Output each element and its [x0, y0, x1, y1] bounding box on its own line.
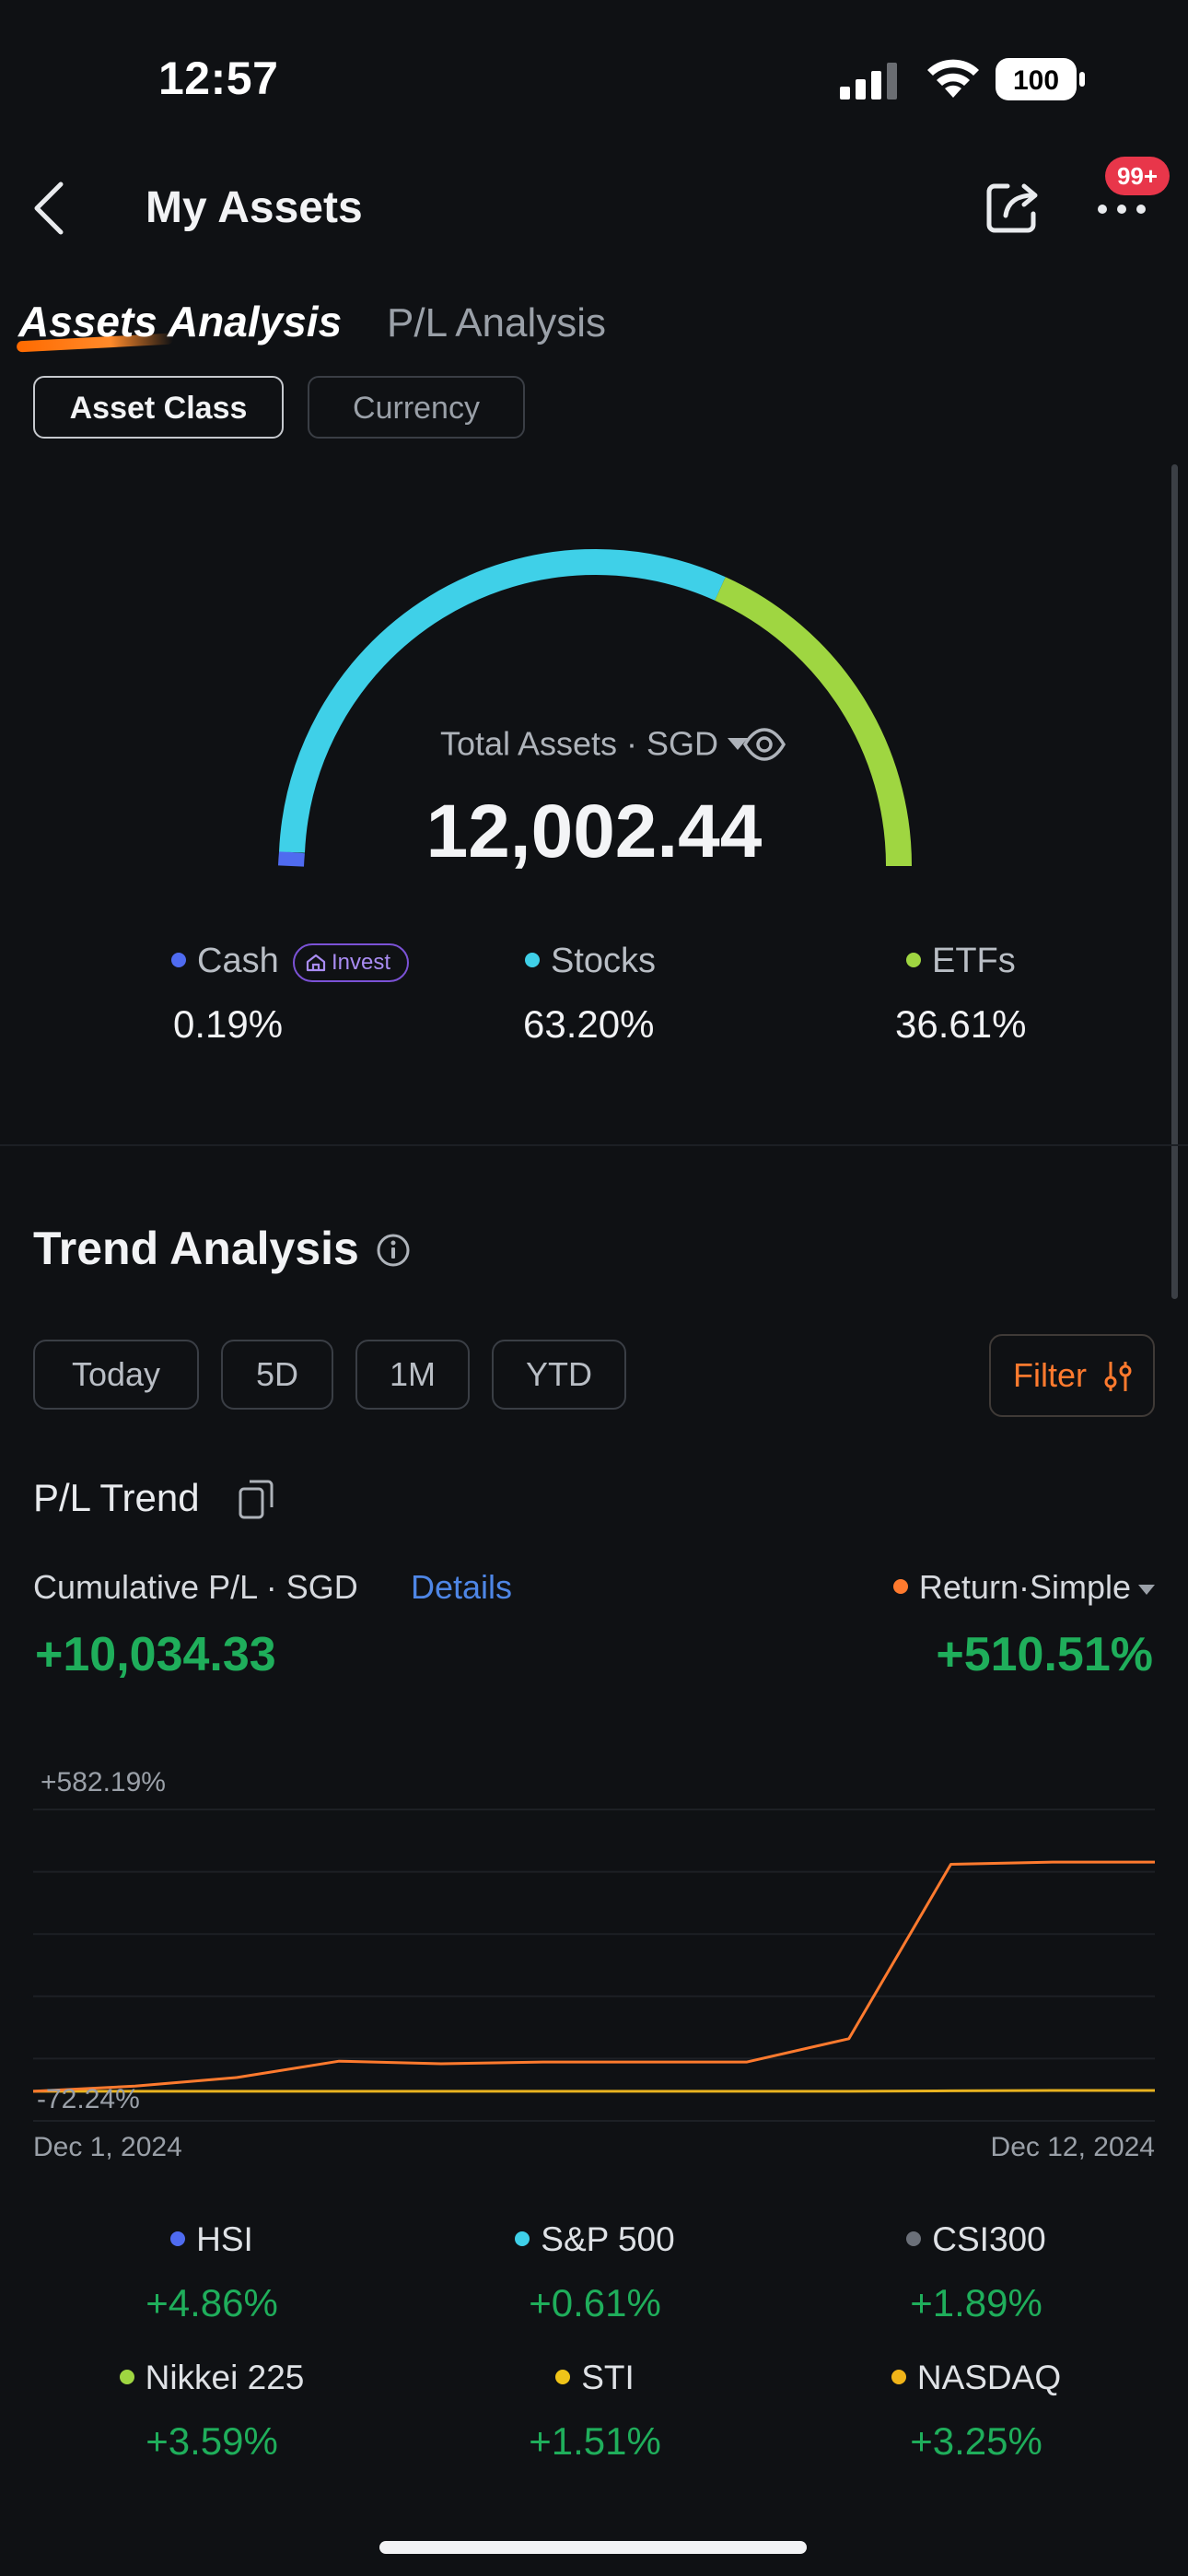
chart-series: [32, 1860, 1155, 2093]
pl-trend-title: P/L Trend: [33, 1476, 200, 1519]
section-divider: [0, 1144, 1188, 1146]
total-assets-value: 12,002.44: [425, 790, 763, 873]
index-nikkei[interactable]: Nikkei 225: [46, 2359, 378, 2397]
index-sp500-name: S&P 500: [541, 2220, 675, 2258]
tab-assets-analysis[interactable]: Assets Analysis: [18, 298, 343, 345]
legend-cash: Cash: [171, 942, 279, 981]
cumulative-pl-value: +10,034.33: [35, 1628, 276, 1681]
etfs-dot: [906, 952, 921, 967]
range-today-button[interactable]: Today: [33, 1340, 199, 1410]
index-sp500-change: +0.61%: [529, 2281, 661, 2324]
trend-analysis-title: Trend Analysis: [33, 1223, 359, 1274]
battery-level: 100: [1013, 65, 1059, 96]
share-icon[interactable]: [984, 179, 1041, 236]
back-arrow-icon[interactable]: [28, 181, 68, 236]
cash-dot: [171, 952, 186, 967]
total-assets-label[interactable]: Total Assets · SGD: [0, 722, 1188, 763]
return-dropdown-icon: [1138, 1584, 1155, 1595]
pl-trend-chart[interactable]: +582.19% -72.24%: [0, 1751, 1188, 2156]
filter-sliders-icon: [1104, 1362, 1132, 1391]
notification-badge: 99+: [1105, 157, 1170, 195]
csi300-dot: [906, 2231, 922, 2247]
index-sti-change: +1.51%: [529, 2419, 661, 2463]
index-nasdaq[interactable]: NASDAQ: [810, 2359, 1142, 2397]
total-assets-currency: Total Assets · SGD: [439, 724, 719, 763]
return-type-selector[interactable]: Return·Simple: [0, 1568, 1155, 1607]
status-time: 12:57: [158, 53, 279, 104]
details-link[interactable]: Details: [411, 1568, 513, 1606]
sp500-dot: [515, 2231, 530, 2247]
copy-icon[interactable]: [238, 1478, 274, 1520]
invest-tag[interactable]: Invest: [293, 943, 409, 982]
asset-allocation-gauge: [278, 549, 913, 867]
return-value: +510.51%: [936, 1628, 1153, 1681]
filter-button[interactable]: Filter: [989, 1334, 1155, 1417]
index-nasdaq-change: +3.25%: [910, 2419, 1042, 2463]
segment-asset-class[interactable]: Asset Class: [33, 376, 284, 439]
page-title: My Assets: [146, 183, 363, 232]
etfs-percent: 36.61%: [895, 1002, 1027, 1046]
legend-stocks: Stocks: [525, 942, 656, 981]
range-ytd-button[interactable]: YTD: [492, 1340, 626, 1410]
more-options-icon[interactable]: [1094, 195, 1149, 223]
segment-currency[interactable]: Currency: [308, 376, 525, 439]
index-csi300-name: CSI300: [932, 2220, 1046, 2258]
cumulative-pl-label: Cumulative P/L · SGD: [33, 1568, 358, 1606]
nasdaq-dot: [891, 2370, 906, 2385]
home-indicator[interactable]: [379, 2541, 807, 2554]
nikkei-dot: [119, 2370, 134, 2385]
stocks-dot: [525, 952, 540, 967]
series-line-return: [32, 1860, 1155, 2093]
index-hsi[interactable]: HSI: [46, 2220, 378, 2259]
index-hsi-name: HSI: [196, 2220, 253, 2258]
scrollbar-thumb[interactable]: [1171, 464, 1178, 1299]
y-axis-min-label: -72.24%: [37, 2084, 140, 2114]
index-csi300[interactable]: CSI300: [810, 2220, 1142, 2259]
cellular-signal-icon: [840, 63, 897, 100]
wifi-icon: [927, 59, 979, 98]
tab-pl-analysis[interactable]: P/L Analysis: [387, 300, 607, 345]
x-axis-end-label: Dec 12, 2024: [990, 2132, 1155, 2162]
invest-icon: [306, 954, 326, 972]
index-nikkei-name: Nikkei 225: [145, 2359, 305, 2396]
invest-tag-label: Invest: [332, 950, 391, 975]
index-hsi-change: +4.86%: [146, 2281, 278, 2324]
range-5d-button[interactable]: 5D: [221, 1340, 333, 1410]
legend-cash-label: Cash: [197, 942, 279, 980]
return-dot: [892, 1579, 908, 1595]
series-line-benchmark: [33, 2089, 1155, 2093]
index-csi300-change: +1.89%: [910, 2281, 1042, 2324]
eye-icon[interactable]: [742, 726, 786, 763]
stocks-percent: 63.20%: [523, 1002, 655, 1046]
chart-gridlines: [33, 1809, 1155, 2122]
index-sti-name: STI: [581, 2359, 635, 2396]
filter-label: Filter: [1013, 1356, 1087, 1394]
battery-icon: 100: [996, 58, 1085, 100]
currency-dropdown-icon[interactable]: [728, 737, 749, 750]
x-axis-start-label: Dec 1, 2024: [33, 2132, 182, 2162]
cash-percent: 0.19%: [173, 1002, 284, 1046]
return-type-label: Return·Simple: [918, 1568, 1131, 1606]
range-1m-button[interactable]: 1M: [355, 1340, 470, 1410]
sti-dot: [555, 2370, 571, 2385]
index-sti[interactable]: STI: [429, 2359, 761, 2397]
hsi-dot: [170, 2231, 186, 2247]
info-icon[interactable]: [376, 1233, 411, 1268]
y-axis-max-label: +582.19%: [41, 1767, 166, 1797]
index-nasdaq-name: NASDAQ: [916, 2359, 1062, 2396]
index-sp500[interactable]: S&P 500: [429, 2220, 761, 2259]
legend-stocks-label: Stocks: [551, 942, 657, 980]
legend-etfs: ETFs: [906, 942, 1016, 981]
index-nikkei-change: +3.59%: [146, 2419, 278, 2463]
legend-etfs-label: ETFs: [932, 942, 1016, 980]
